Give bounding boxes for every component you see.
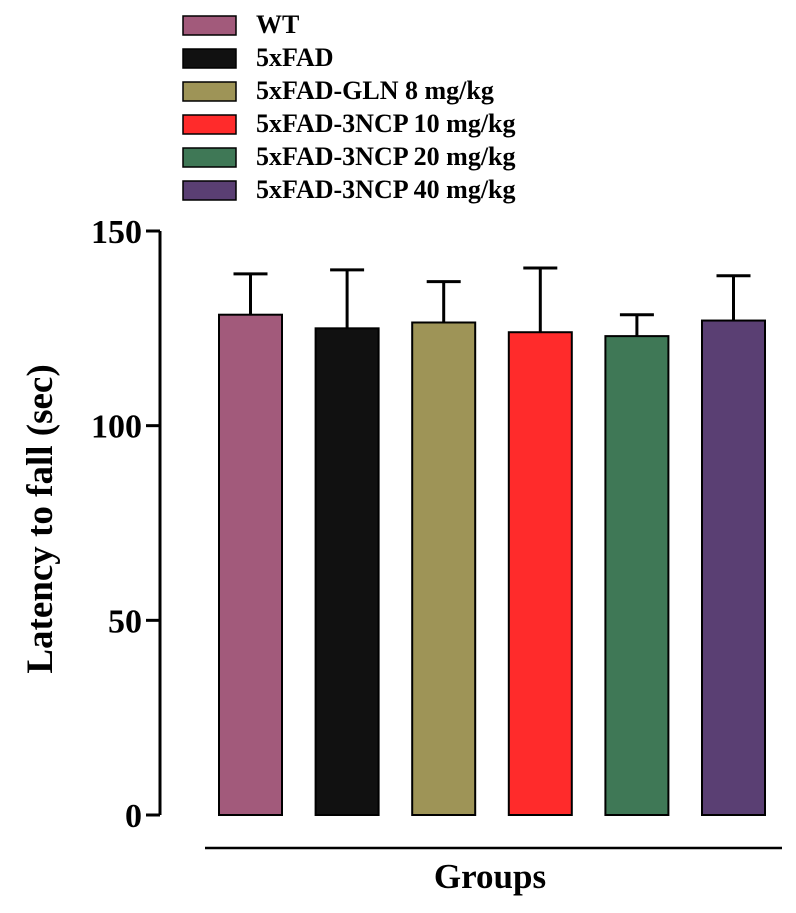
- legend-swatch: [182, 15, 237, 36]
- legend-label: 5xFAD-3NCP 40 mg/kg: [256, 175, 516, 204]
- legend-label: WT: [256, 10, 299, 39]
- legend: WT 5xFAD 5xFAD-GLN 8 mg/kg 5xFAD-3NCP 10 mg…: [182, 10, 516, 204]
- bar: [411, 321, 477, 816]
- legend-label: 5xFAD: [256, 43, 334, 72]
- legend-label: 5xFAD-3NCP 20 mg/kg: [256, 142, 516, 171]
- y-tick-label: 50: [108, 603, 142, 640]
- x-axis-label: Groups: [434, 857, 546, 896]
- legend-swatch: [182, 147, 237, 168]
- bars: [218, 313, 766, 816]
- legend-label: 5xFAD-3NCP 10 mg/kg: [256, 109, 516, 138]
- bar: [218, 313, 283, 816]
- bar: [314, 327, 380, 816]
- bar: [701, 319, 766, 816]
- legend-label: 5xFAD-GLN 8 mg/kg: [256, 76, 494, 105]
- y-tick-label: 150: [91, 214, 142, 251]
- error-bars: [233, 266, 751, 337]
- y-axis: 0 50 100 150: [91, 214, 162, 835]
- legend-swatch: [182, 114, 237, 135]
- bar: [604, 335, 670, 816]
- legend-swatch: [182, 48, 237, 69]
- y-axis-label: Latency to fall (sec): [20, 364, 61, 673]
- legend-swatch: [182, 81, 237, 102]
- bar: [507, 331, 573, 816]
- y-tick-label: 0: [125, 798, 142, 835]
- y-tick-label: 100: [91, 409, 142, 446]
- legend-swatch: [182, 180, 237, 201]
